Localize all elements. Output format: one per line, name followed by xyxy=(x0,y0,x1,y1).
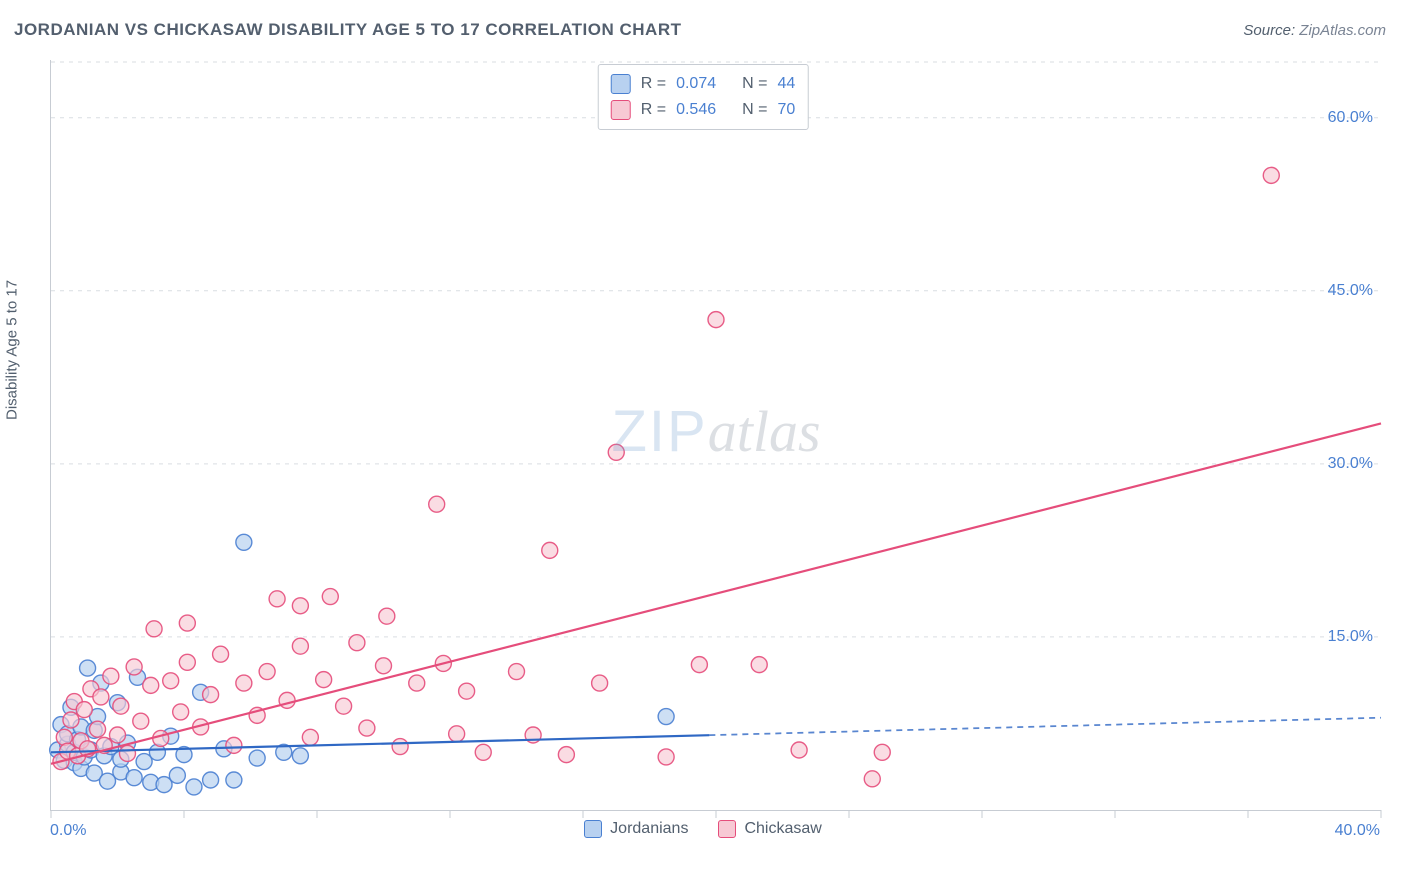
stats-n-value: 44 xyxy=(777,71,795,97)
source-value: ZipAtlas.com xyxy=(1299,22,1386,39)
stats-swatch xyxy=(611,74,631,94)
stats-r-label: R = xyxy=(641,97,666,123)
stats-row: R = 0.074 N = 44 xyxy=(611,71,796,97)
stats-row: R = 0.546 N = 70 xyxy=(611,97,796,123)
legend-swatch xyxy=(584,820,602,838)
y-tick-label: 15.0% xyxy=(1328,628,1373,646)
legend-label: Jordanians xyxy=(610,820,688,838)
stats-r-label: R = xyxy=(641,71,666,97)
stats-n-label: N = xyxy=(742,97,767,123)
y-tick-label: 30.0% xyxy=(1328,455,1373,473)
chart-title: JORDANIAN VS CHICKASAW DISABILITY AGE 5 … xyxy=(14,20,681,40)
y-tick-label: 60.0% xyxy=(1328,109,1373,127)
stats-r-value: 0.546 xyxy=(676,97,716,123)
y-tick-label: 45.0% xyxy=(1328,282,1373,300)
chart-source: Source: ZipAtlas.com xyxy=(1243,22,1386,39)
plot-area: ZIPatlas 15.0%30.0%45.0%60.0% xyxy=(50,60,1381,811)
stats-n-label: N = xyxy=(742,71,767,97)
legend-label: Chickasaw xyxy=(744,820,821,838)
stats-swatch xyxy=(611,100,631,120)
y-axis-label: Disability Age 5 to 17 xyxy=(4,280,21,420)
chart-header: JORDANIAN VS CHICKASAW DISABILITY AGE 5 … xyxy=(14,20,1386,40)
legend-swatch xyxy=(718,820,736,838)
legend-item: Chickasaw xyxy=(718,820,821,838)
stats-r-value: 0.074 xyxy=(676,71,716,97)
series-legend: Jordanians Chickasaw xyxy=(0,820,1406,838)
stats-n-value: 70 xyxy=(777,97,795,123)
scatter-svg xyxy=(51,60,1381,810)
source-label: Source: xyxy=(1243,22,1295,39)
correlation-stats-box: R = 0.074 N = 44 R = 0.546 N = 70 xyxy=(598,64,809,130)
legend-item: Jordanians xyxy=(584,820,688,838)
